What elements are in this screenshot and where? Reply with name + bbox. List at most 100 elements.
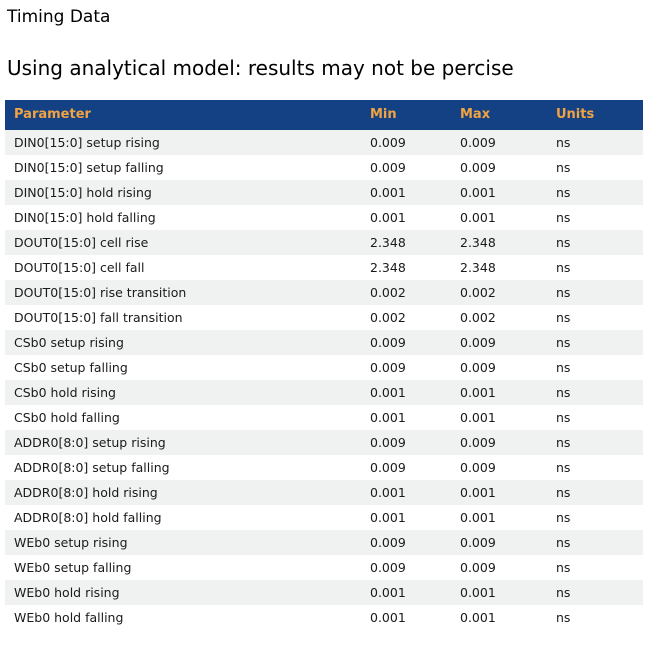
cell-max: 0.009 bbox=[460, 159, 496, 175]
table-row: DOUT0[15:0] fall transition 0.002 0.002 ns bbox=[5, 304, 643, 330]
cell-units: ns bbox=[556, 184, 571, 200]
table-row: DOUT0[15:0] rise transition 0.002 0.002 ns bbox=[5, 279, 643, 305]
cell-min: 0.001 bbox=[370, 384, 406, 400]
table-row: DOUT0[15:0] cell fall 2.348 2.348 ns bbox=[5, 254, 643, 280]
page-subtitle: Using analytical model: results may not … bbox=[7, 55, 514, 80]
cell-min: 0.001 bbox=[370, 484, 406, 500]
cell-units: ns bbox=[556, 434, 571, 450]
cell-units: ns bbox=[556, 509, 571, 525]
table-row: ADDR0[8:0] setup rising 0.009 0.009 ns bbox=[5, 429, 643, 455]
cell-units: ns bbox=[556, 134, 571, 150]
cell-max: 2.348 bbox=[460, 259, 496, 275]
cell-units: ns bbox=[556, 284, 571, 300]
cell-min: 0.002 bbox=[370, 284, 406, 300]
cell-parameter: DOUT0[15:0] fall transition bbox=[14, 309, 183, 325]
cell-parameter: DOUT0[15:0] rise transition bbox=[14, 284, 187, 300]
cell-min: 0.009 bbox=[370, 459, 406, 475]
table-row: CSb0 setup falling 0.009 0.009 ns bbox=[5, 354, 643, 380]
cell-max: 0.002 bbox=[460, 284, 496, 300]
cell-parameter: DIN0[15:0] setup rising bbox=[14, 134, 160, 150]
timing-data-table: Parameter Min Max Units DIN0[15:0] setup… bbox=[5, 99, 643, 630]
cell-units: ns bbox=[556, 234, 571, 250]
cell-min: 0.009 bbox=[370, 534, 406, 550]
cell-max: 2.348 bbox=[460, 234, 496, 250]
cell-min: 0.009 bbox=[370, 134, 406, 150]
table-row: DIN0[15:0] setup rising 0.009 0.009 ns bbox=[5, 129, 643, 155]
cell-max: 0.002 bbox=[460, 309, 496, 325]
cell-min: 0.009 bbox=[370, 359, 406, 375]
table-header-row: Parameter Min Max Units bbox=[5, 99, 643, 130]
cell-min: 0.001 bbox=[370, 209, 406, 225]
table-row: DIN0[15:0] hold rising 0.001 0.001 ns bbox=[5, 179, 643, 205]
cell-parameter: ADDR0[8:0] hold rising bbox=[14, 484, 158, 500]
page-title: Timing Data bbox=[7, 7, 111, 27]
table-row: WEb0 setup falling 0.009 0.009 ns bbox=[5, 554, 643, 580]
cell-min: 0.009 bbox=[370, 334, 406, 350]
cell-max: 0.001 bbox=[460, 184, 496, 200]
cell-units: ns bbox=[556, 559, 571, 575]
cell-max: 0.009 bbox=[460, 134, 496, 150]
cell-min: 2.348 bbox=[370, 259, 406, 275]
cell-parameter: ADDR0[8:0] hold falling bbox=[14, 509, 162, 525]
table-row: CSb0 hold rising 0.001 0.001 ns bbox=[5, 379, 643, 405]
cell-max: 0.001 bbox=[460, 609, 496, 625]
table-row: WEb0 setup rising 0.009 0.009 ns bbox=[5, 529, 643, 555]
cell-max: 0.009 bbox=[460, 334, 496, 350]
cell-units: ns bbox=[556, 534, 571, 550]
cell-units: ns bbox=[556, 334, 571, 350]
cell-units: ns bbox=[556, 259, 571, 275]
cell-min: 0.001 bbox=[370, 509, 406, 525]
cell-units: ns bbox=[556, 359, 571, 375]
cell-parameter: DOUT0[15:0] cell fall bbox=[14, 259, 145, 275]
table-row: ADDR0[8:0] hold falling 0.001 0.001 ns bbox=[5, 504, 643, 530]
cell-max: 0.001 bbox=[460, 209, 496, 225]
cell-parameter: CSb0 setup rising bbox=[14, 334, 124, 350]
cell-parameter: WEb0 setup falling bbox=[14, 559, 132, 575]
cell-max: 0.001 bbox=[460, 509, 496, 525]
cell-parameter: CSb0 setup falling bbox=[14, 359, 128, 375]
cell-units: ns bbox=[556, 584, 571, 600]
table-row: DIN0[15:0] hold falling 0.001 0.001 ns bbox=[5, 204, 643, 230]
cell-min: 0.009 bbox=[370, 434, 406, 450]
cell-units: ns bbox=[556, 209, 571, 225]
table-header: Parameter Min Max Units bbox=[5, 99, 643, 130]
cell-parameter: CSb0 hold falling bbox=[14, 409, 120, 425]
cell-units: ns bbox=[556, 609, 571, 625]
cell-min: 0.001 bbox=[370, 609, 406, 625]
cell-parameter: ADDR0[8:0] setup falling bbox=[14, 459, 170, 475]
cell-max: 0.001 bbox=[460, 409, 496, 425]
cell-max: 0.009 bbox=[460, 559, 496, 575]
cell-min: 0.002 bbox=[370, 309, 406, 325]
cell-units: ns bbox=[556, 484, 571, 500]
table-row: WEb0 hold rising 0.001 0.001 ns bbox=[5, 579, 643, 605]
cell-min: 0.001 bbox=[370, 184, 406, 200]
cell-max: 0.001 bbox=[460, 584, 496, 600]
column-header-parameter: Parameter bbox=[5, 99, 361, 130]
table-row: DOUT0[15:0] cell rise 2.348 2.348 ns bbox=[5, 229, 643, 255]
cell-parameter: ADDR0[8:0] setup rising bbox=[14, 434, 166, 450]
cell-parameter: DOUT0[15:0] cell rise bbox=[14, 234, 149, 250]
cell-max: 0.009 bbox=[460, 359, 496, 375]
timing-report-page: Timing Data Using analytical model: resu… bbox=[0, 8, 650, 630]
cell-max: 0.001 bbox=[460, 384, 496, 400]
cell-max: 0.009 bbox=[460, 534, 496, 550]
column-header-max: Max bbox=[451, 99, 547, 130]
table-row: CSb0 hold falling 0.001 0.001 ns bbox=[5, 404, 643, 430]
cell-parameter: DIN0[15:0] hold falling bbox=[14, 209, 156, 225]
cell-units: ns bbox=[556, 309, 571, 325]
cell-units: ns bbox=[556, 409, 571, 425]
table-body: DIN0[15:0] setup rising 0.009 0.009 ns DIN0[… bbox=[5, 129, 643, 630]
cell-parameter: WEb0 hold falling bbox=[14, 609, 124, 625]
cell-parameter: WEb0 hold rising bbox=[14, 584, 120, 600]
cell-max: 0.009 bbox=[460, 459, 496, 475]
cell-parameter: WEb0 setup rising bbox=[14, 534, 128, 550]
cell-units: ns bbox=[556, 159, 571, 175]
cell-parameter: CSb0 hold rising bbox=[14, 384, 116, 400]
column-header-units: Units bbox=[547, 99, 643, 130]
cell-units: ns bbox=[556, 384, 571, 400]
table-row: CSb0 setup rising 0.009 0.009 ns bbox=[5, 329, 643, 355]
table-row: ADDR0[8:0] hold rising 0.001 0.001 ns bbox=[5, 479, 643, 505]
cell-units: ns bbox=[556, 459, 571, 475]
cell-min: 0.001 bbox=[370, 409, 406, 425]
cell-max: 0.001 bbox=[460, 484, 496, 500]
